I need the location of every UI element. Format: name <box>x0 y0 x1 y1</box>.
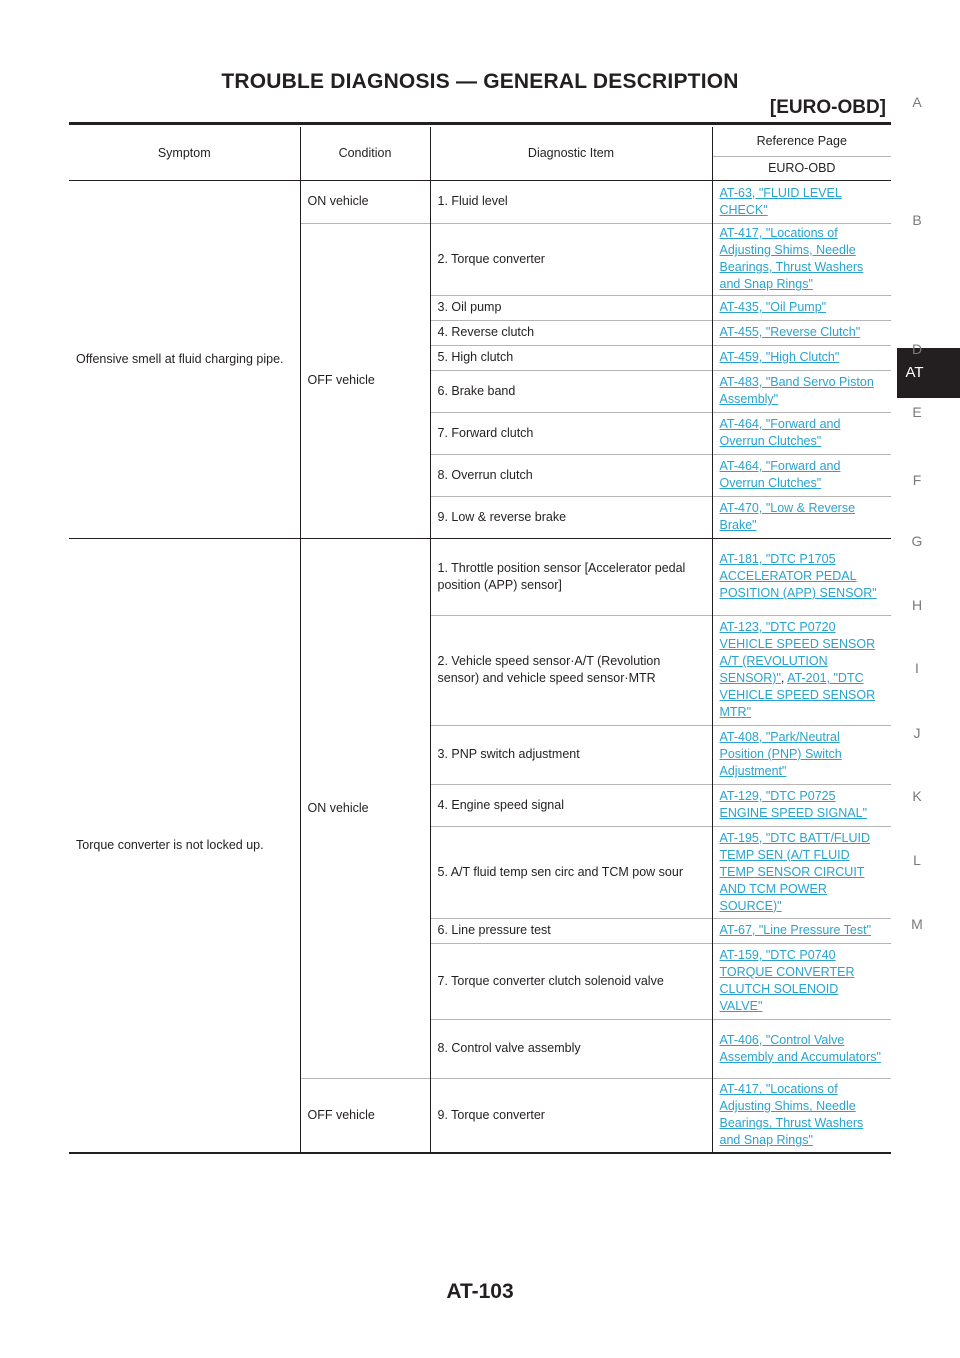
reference-cell: AT-129, "DTC P0725 ENGINE SPEED SIGNAL" <box>712 783 891 826</box>
reference-cell: AT-417, "Locations of Adjusting Shims, N… <box>712 222 891 295</box>
diagnostic-item: 7. Torque converter clutch solenoid valv… <box>430 942 713 1019</box>
side-index-letter[interactable]: M <box>911 916 923 932</box>
reference-link[interactable]: AT-408, "Park/Neutral Position (PNP) Swi… <box>719 730 842 778</box>
diagnostic-item: 5. High clutch <box>430 344 713 370</box>
reference-cell: AT-464, "Forward and Overrun Clutches" <box>712 453 891 496</box>
reference-cell: AT-181, "DTC P1705 ACCELERATOR PEDAL POS… <box>712 537 891 615</box>
reference-cell: AT-67, "Line Pressure Test" <box>712 917 891 943</box>
reference-cell: AT-435, "Oil Pump" <box>712 294 891 320</box>
reference-link[interactable]: AT-464, "Forward and Overrun Clutches" <box>719 459 841 490</box>
symptom-cell: Offensive smell at fluid charging pipe. <box>69 179 301 538</box>
diagnostic-item: 1. Fluid level <box>430 179 713 223</box>
diagnostic-item: 7. Forward clutch <box>430 411 713 454</box>
reference-cell: AT-408, "Park/Neutral Position (PNP) Swi… <box>712 724 891 784</box>
diagnostic-item: 5. A/T fluid temp sen circ and TCM pow s… <box>430 825 713 918</box>
condition-cell: ON vehicle <box>300 537 431 1078</box>
diagnostic-item: 6. Line pressure test <box>430 917 713 943</box>
reference-cell: AT-195, "DTC BATT/FLUID TEMP SEN (A/T FL… <box>712 825 891 918</box>
diagnostic-item: 8. Control valve assembly <box>430 1018 713 1078</box>
reference-cell: AT-159, "DTC P0740 TORQUE CONVERTER CLUT… <box>712 942 891 1019</box>
reference-link[interactable]: AT-159, "DTC P0740 TORQUE CONVERTER CLUT… <box>719 948 855 1013</box>
diagnostic-item: 2. Torque converter <box>430 222 713 295</box>
diagnostic-item: 1. Throttle position sensor [Accelerator… <box>430 537 713 615</box>
reference-link[interactable]: AT-123, "DTC P0720 VEHICLE SPEED SENSOR … <box>719 620 876 685</box>
reference-cell: AT-455, "Reverse Clutch" <box>712 319 891 345</box>
reference-cell: AT-470, "Low & Reverse Brake" <box>712 495 891 538</box>
reference-cell: AT-417, "Locations of Adjusting Shims, N… <box>712 1077 891 1152</box>
diagnostic-item: 9. Low & reverse brake <box>430 495 713 538</box>
condition-cell: OFF vehicle <box>300 1077 431 1152</box>
header-condition: Condition <box>300 127 431 180</box>
page-number: AT-103 <box>446 1280 514 1303</box>
reference-link[interactable]: AT-201, "DTC VEHICLE SPEED SENSOR MTR" <box>719 671 876 719</box>
condition-cell: OFF vehicle <box>300 222 431 538</box>
diagnostic-item: 4. Engine speed signal <box>430 783 713 826</box>
symptom-cell: Torque converter is not locked up. <box>69 537 301 1152</box>
side-index-active-tab[interactable]: AT <box>897 348 960 398</box>
side-index-letter[interactable]: B <box>912 212 922 228</box>
header-reference-page: Reference Page <box>756 133 847 148</box>
reference-cell: AT-464, "Forward and Overrun Clutches" <box>712 411 891 454</box>
reference-link[interactable]: AT-195, "DTC BATT/FLUID TEMP SEN (A/T FL… <box>719 830 871 913</box>
top-rule <box>69 122 891 125</box>
diagnostic-item: 6. Brake band <box>430 369 713 412</box>
header-diagnostic-item: Diagnostic Item <box>430 127 713 180</box>
diagnostic-item: 9. Torque converter <box>430 1077 713 1152</box>
diagnostic-item: 8. Overrun clutch <box>430 453 713 496</box>
side-index-letter[interactable]: G <box>911 533 923 549</box>
reference-link[interactable]: AT-181, "DTC P1705 ACCELERATOR PEDAL POS… <box>719 552 877 600</box>
reference-link[interactable]: AT-483, "Band Servo Piston Assembly" <box>719 375 874 406</box>
side-index-letter[interactable]: J <box>913 725 921 741</box>
side-index-letter[interactable]: H <box>911 597 923 613</box>
reference-cell: AT-123, "DTC P0720 VEHICLE SPEED SENSOR … <box>712 614 891 725</box>
header-reference-sub: EURO-OBD <box>712 155 891 180</box>
diagnostic-item: 3. Oil pump <box>430 294 713 320</box>
reference-link[interactable]: AT-435, "Oil Pump" <box>719 300 827 314</box>
side-index-letter[interactable]: I <box>915 660 919 676</box>
page-title: TROUBLE DIAGNOSIS — GENERAL DESCRIPTION <box>221 70 739 93</box>
side-index-letter[interactable]: A <box>912 94 922 110</box>
diagnosis-table: Symptom Condition Diagnostic Item Refere… <box>69 127 891 1152</box>
reference-link[interactable]: AT-470, "Low & Reverse Brake" <box>719 501 856 532</box>
diagnostic-item: 2. Vehicle speed sensor·A/T (Revolution … <box>430 614 713 725</box>
reference-link[interactable]: AT-406, "Control Valve Assembly and Accu… <box>719 1032 881 1064</box>
side-index-letter[interactable]: E <box>912 404 922 420</box>
reference-cell: AT-63, "FLUID LEVEL CHECK" <box>712 179 891 223</box>
header-symptom: Symptom <box>69 127 301 180</box>
reference-cell: AT-459, "High Clutch" <box>712 344 891 370</box>
section-subtitle: [EURO-OBD] <box>769 97 886 118</box>
condition-cell: ON vehicle <box>300 179 431 223</box>
reference-link[interactable]: AT-63, "FLUID LEVEL CHECK" <box>719 185 842 217</box>
side-index-active-label: AT <box>905 364 924 381</box>
diagnostic-item: 3. PNP switch adjustment <box>430 724 713 784</box>
reference-link[interactable]: AT-67, "Line Pressure Test" <box>719 923 872 937</box>
reference-link[interactable]: AT-417, "Locations of Adjusting Shims, N… <box>719 226 864 291</box>
reference-cell: AT-406, "Control Valve Assembly and Accu… <box>712 1018 891 1078</box>
side-index-letter[interactable]: F <box>912 472 922 488</box>
reference-link[interactable]: AT-459, "High Clutch" <box>719 350 840 364</box>
diagnostic-item: 4. Reverse clutch <box>430 319 713 345</box>
bottom-rule <box>69 1152 891 1154</box>
reference-link[interactable]: AT-417, "Locations of Adjusting Shims, N… <box>719 1082 864 1148</box>
reference-cell: AT-483, "Band Servo Piston Assembly" <box>712 369 891 412</box>
reference-link[interactable]: AT-129, "DTC P0725 ENGINE SPEED SIGNAL" <box>719 789 868 820</box>
side-index-letter[interactable]: D <box>911 341 923 357</box>
side-index-letter[interactable]: K <box>912 788 922 804</box>
side-index-letter[interactable]: L <box>913 852 921 868</box>
reference-link[interactable]: AT-464, "Forward and Overrun Clutches" <box>719 417 841 448</box>
reference-link[interactable]: AT-455, "Reverse Clutch" <box>719 325 861 339</box>
